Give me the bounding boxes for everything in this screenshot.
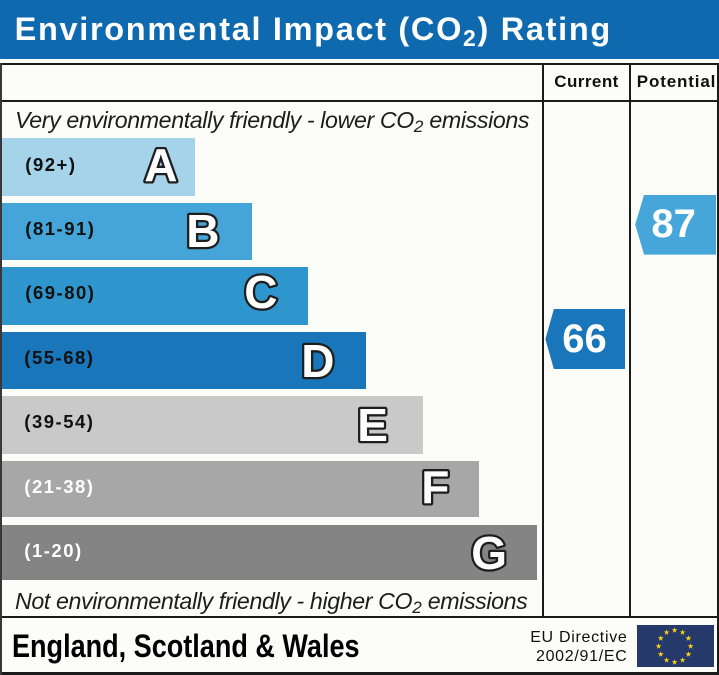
svg-text:D: D xyxy=(302,335,335,387)
svg-text:F: F xyxy=(422,461,450,513)
svg-text:C: C xyxy=(245,266,278,318)
svg-text:G: G xyxy=(471,527,507,579)
svg-text:A: A xyxy=(144,139,177,191)
svg-text:E: E xyxy=(357,399,388,451)
svg-text:B: B xyxy=(186,205,219,257)
